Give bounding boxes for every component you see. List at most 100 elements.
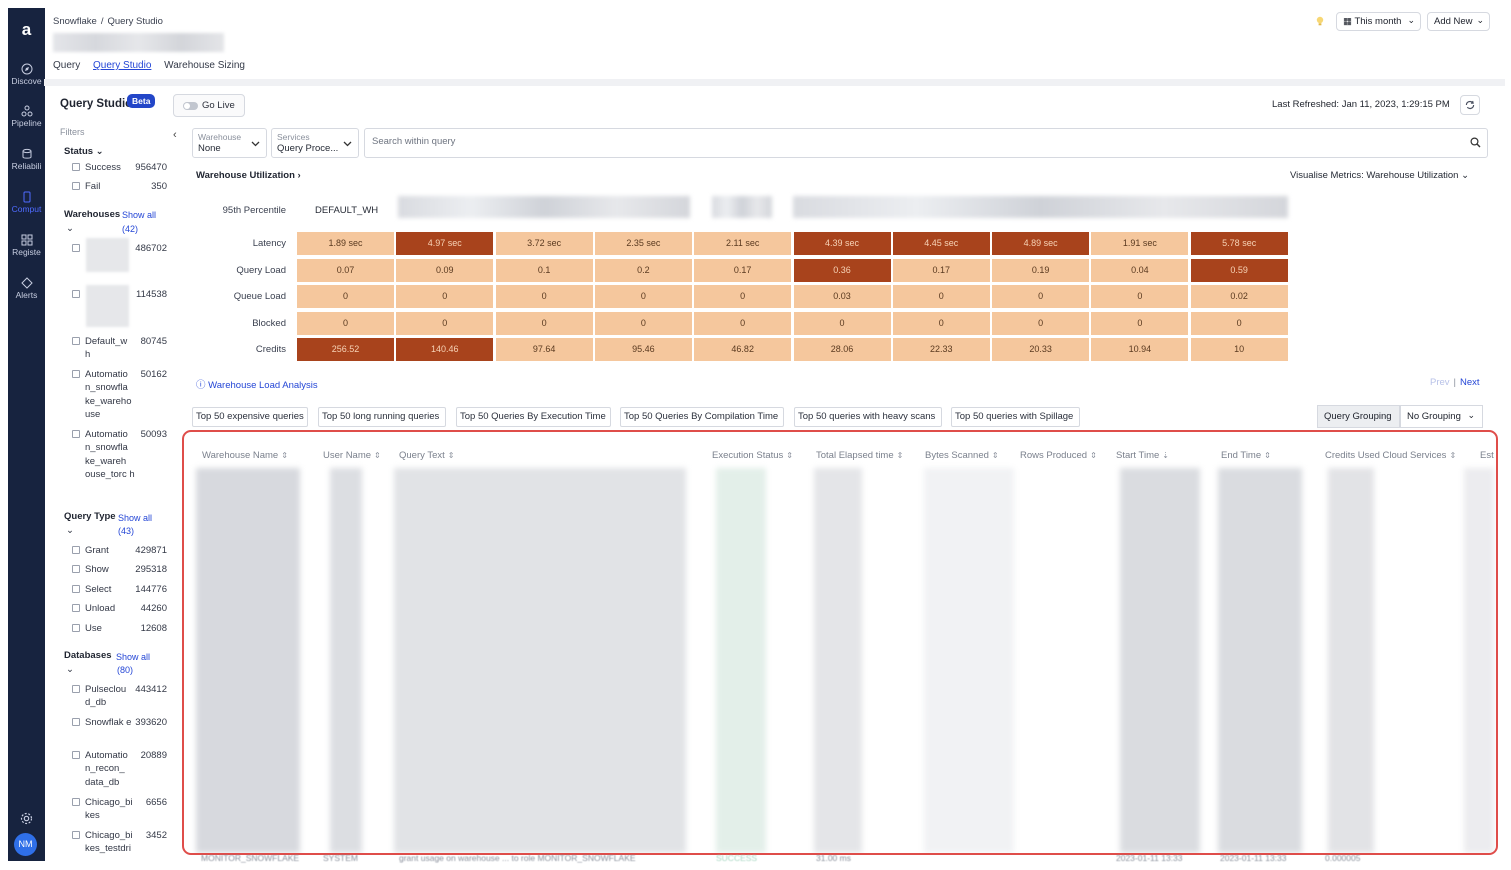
app-logo[interactable]: a [21,20,32,39]
go-live-toggle[interactable]: Go Live [173,94,245,117]
visualise-metrics-dropdown[interactable]: Visualise Metrics: Warehouse Utilization… [1290,170,1469,181]
search-icon[interactable] [1470,137,1481,148]
heatmap-cell[interactable]: 2.11 sec [694,232,792,255]
nav-reliability[interactable]: Reliabili [8,148,45,171]
gear-icon[interactable] [20,812,33,825]
heatmap-cell[interactable]: 0.03 [793,285,891,309]
heatmap-cell[interactable]: 3.72 sec [495,232,593,255]
col-rows-produced[interactable]: Rows Produced ⇕ [1020,450,1097,461]
heatmap-cell[interactable]: 1.89 sec [297,232,394,255]
heatmap-cell[interactable]: 0 [892,285,990,309]
heatmap-cell[interactable]: 0 [892,311,990,335]
warehouse-dropdown[interactable]: Warehouse None [192,128,267,158]
warehouse-3-checkbox[interactable] [72,337,80,345]
heatmap-cell[interactable]: 0 [1091,285,1189,309]
col-user-name[interactable]: User Name ⇕ [323,450,381,461]
heatmap-cell[interactable]: 22.33 [892,338,990,362]
tab-top50-expensive[interactable]: Top 50 expensive queries [192,407,308,427]
heatmap-cell[interactable]: 20.33 [992,338,1090,362]
chevron-down-icon[interactable]: ⌄ [66,525,74,536]
heatmap-cell[interactable]: 0.17 [694,258,792,282]
add-new-button[interactable]: Add New ⌄ [1427,12,1490,31]
heatmap-cell[interactable]: 1.91 sec [1091,232,1189,255]
nav-alerts[interactable]: Alerts [8,277,45,300]
heatmap-cell[interactable]: 0 [297,311,394,335]
heatmap-cell[interactable]: 5.78 sec [1190,232,1288,255]
heatmap-cell[interactable]: 0 [1091,311,1189,335]
refresh-button[interactable] [1460,95,1480,115]
warehouse-4-checkbox[interactable] [72,370,80,378]
status-filter-title[interactable]: Status ⌄ [64,146,104,157]
tab-warehouse-sizing[interactable]: Warehouse Sizing [164,60,245,71]
nav-pipeline[interactable]: Pipeline [8,105,45,128]
heatmap-cell[interactable]: 0 [694,285,792,309]
heatmap-cell[interactable]: 46.82 [694,338,792,362]
nav-discover[interactable]: Discove [8,63,45,86]
tab-top50-execution-time[interactable]: Top 50 Queries By Execution Time [456,407,611,427]
col-bytes-scanned[interactable]: Bytes Scanned ⇕ [925,450,999,461]
col-warehouse-name[interactable]: Warehouse Name ⇕ [202,450,288,461]
heatmap-cell[interactable]: 0 [992,311,1090,335]
databases-show-all[interactable]: Show all [115,652,151,662]
breadcrumb-root[interactable]: Snowflake [53,16,97,27]
next-page-link[interactable]: Next [1460,377,1480,388]
query-type-unload-checkbox[interactable] [72,604,80,612]
heatmap-cell[interactable]: 0.1 [495,258,593,282]
heatmap-cell[interactable]: 0 [992,285,1090,309]
heatmap-cell[interactable]: 0 [297,285,394,309]
warehouse-2-checkbox[interactable] [72,290,80,298]
query-grouping-button[interactable]: Query Grouping [1317,405,1400,428]
heatmap-cell[interactable]: 0 [1190,311,1288,335]
heatmap-cell[interactable]: 140.46 [396,338,494,362]
heatmap-cell[interactable]: 95.46 [594,338,692,362]
heatmap-cell[interactable]: 0 [694,311,792,335]
chevron-down-icon[interactable]: ⌄ [66,223,74,234]
date-range-dropdown[interactable]: ▦ This month ⌄ [1336,12,1421,31]
heatmap-cell[interactable]: 10 [1190,338,1288,362]
heatmap-cell[interactable]: 2.35 sec [594,232,692,255]
heatmap-cell[interactable]: 4.39 sec [793,232,891,255]
heatmap-cell[interactable]: 0.19 [992,258,1090,282]
col-credits-used-cloud-services[interactable]: Credits Used Cloud Services ⇕ [1325,450,1456,461]
tab-top50-long-running[interactable]: Top 50 long running queries [318,407,446,427]
heatmap-cell[interactable]: 0.36 [793,258,891,282]
warehouse-utilization-title[interactable]: Warehouse Utilization › [196,170,301,181]
heatmap-cell[interactable]: 0.2 [594,258,692,282]
heatmap-cell[interactable]: 0 [594,285,692,309]
nav-compute[interactable]: Comput [8,191,45,214]
warehouses-show-all[interactable]: Show all [121,210,157,220]
heatmap-cell[interactable]: 0 [396,285,494,309]
heatmap-cell[interactable]: 0.07 [297,258,394,282]
col-query-text[interactable]: Query Text ⇕ [399,450,454,461]
chevron-down-icon[interactable]: ⌄ [66,664,74,675]
database-2-checkbox[interactable] [72,718,80,726]
heatmap-cell[interactable]: 4.45 sec [892,232,990,255]
warehouse-load-analysis-link[interactable]: ⓘ Warehouse Load Analysis [196,377,318,391]
collapse-filters-icon[interactable]: ‹ [173,129,177,141]
heatmap-cell[interactable]: 0 [495,311,593,335]
tab-query-studio[interactable]: Query Studio [93,60,152,71]
query-search-input[interactable] [372,136,1452,147]
col-est[interactable]: Est [1480,450,1494,461]
heatmap-cell[interactable]: 4.97 sec [396,232,494,255]
heatmap-cell[interactable]: 0 [594,311,692,335]
tab-top50-compilation-time[interactable]: Top 50 Queries By Compilation Time [620,407,784,427]
warehouse-5-checkbox[interactable] [72,430,80,438]
heatmap-cell[interactable]: 0.04 [1091,258,1189,282]
database-4-checkbox[interactable] [72,798,80,806]
warehouse-1-checkbox[interactable] [72,244,80,252]
status-success-checkbox[interactable] [72,163,80,171]
query-type-use-checkbox[interactable] [72,624,80,632]
heatmap-cell[interactable]: 0.59 [1190,258,1288,282]
lightbulb-icon[interactable] [1314,15,1326,27]
query-type-grant-checkbox[interactable] [72,546,80,554]
database-5-checkbox[interactable] [72,831,80,839]
heatmap-cell[interactable]: 0.09 [396,258,494,282]
services-dropdown[interactable]: Services Query Proce... [271,128,359,158]
nav-register[interactable]: Registe [8,234,45,257]
col-execution-status[interactable]: Execution Status ⇕ [712,450,793,461]
heatmap-cell[interactable]: 10.94 [1091,338,1189,362]
col-end-time[interactable]: End Time ⇕ [1221,450,1271,461]
heatmap-cell[interactable]: 97.64 [495,338,593,362]
tab-query[interactable]: Query [53,60,81,71]
